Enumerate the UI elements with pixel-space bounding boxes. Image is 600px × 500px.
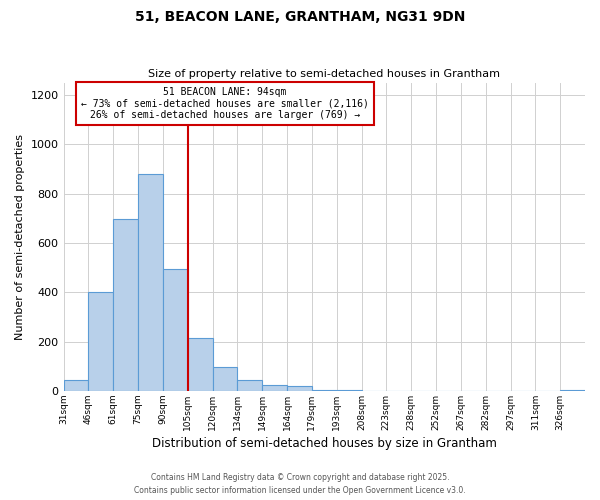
Bar: [212, 368, 238, 391]
Bar: [262, 384, 287, 391]
Bar: [64, 380, 88, 391]
Bar: [238, 380, 262, 391]
Bar: [138, 174, 163, 391]
Text: 51 BEACON LANE: 94sqm
← 73% of semi-detached houses are smaller (2,116)
26% of s: 51 BEACON LANE: 94sqm ← 73% of semi-deta…: [81, 87, 369, 120]
Bar: [312, 390, 337, 391]
Bar: [163, 269, 188, 391]
Bar: [113, 220, 138, 391]
Y-axis label: Number of semi-detached properties: Number of semi-detached properties: [15, 134, 25, 340]
Title: Size of property relative to semi-detached houses in Grantham: Size of property relative to semi-detach…: [148, 69, 500, 79]
Text: Contains HM Land Registry data © Crown copyright and database right 2025.
Contai: Contains HM Land Registry data © Crown c…: [134, 474, 466, 495]
Bar: [287, 386, 312, 391]
Bar: [88, 292, 113, 391]
X-axis label: Distribution of semi-detached houses by size in Grantham: Distribution of semi-detached houses by …: [152, 437, 497, 450]
Bar: [560, 390, 585, 391]
Bar: [188, 338, 212, 391]
Text: 51, BEACON LANE, GRANTHAM, NG31 9DN: 51, BEACON LANE, GRANTHAM, NG31 9DN: [135, 10, 465, 24]
